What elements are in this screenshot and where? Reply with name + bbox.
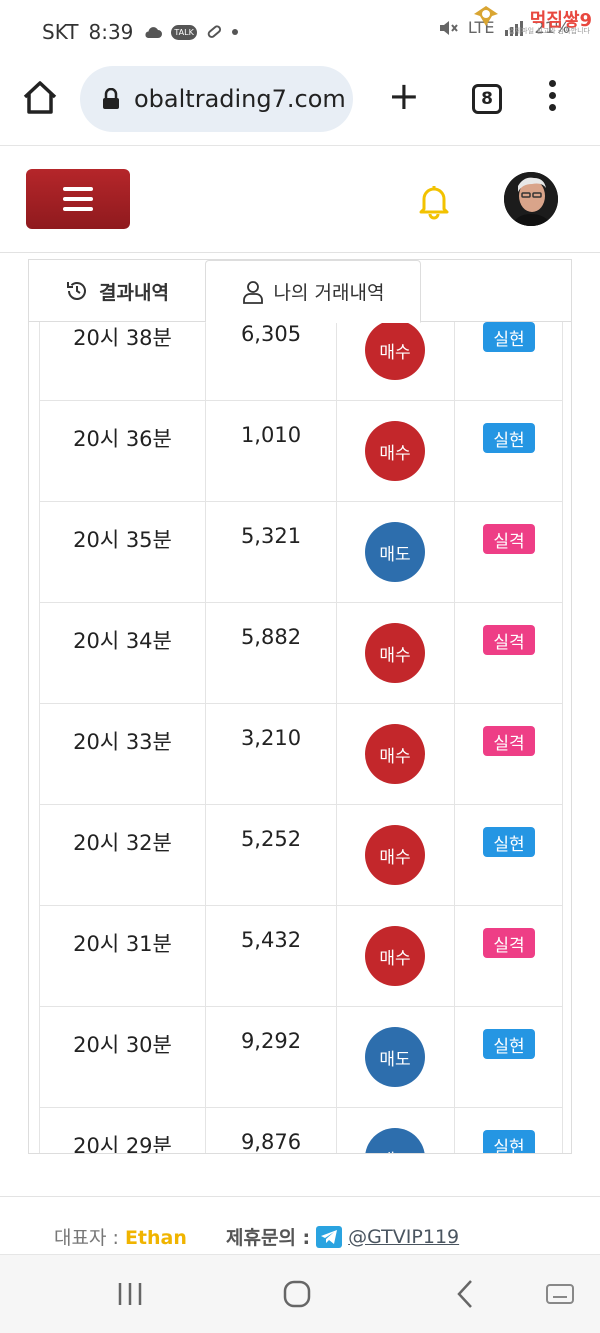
notification-icons: TALK bbox=[143, 23, 238, 41]
trade-type-badge: 매수 bbox=[365, 322, 425, 380]
trade-time: 20시 29분 bbox=[73, 1134, 172, 1154]
back-icon[interactable] bbox=[454, 1277, 476, 1311]
trade-time: 20시 38분 bbox=[73, 326, 172, 350]
pill-icon bbox=[207, 25, 221, 38]
new-tab-icon[interactable]: + bbox=[388, 74, 420, 118]
table-row: 20시 31분 5,432 매수 실격 bbox=[39, 906, 563, 1007]
trade-type-badge: 매수 bbox=[365, 421, 425, 481]
lock-icon bbox=[103, 88, 119, 109]
trade-type-badge: 매수 bbox=[365, 724, 425, 784]
hamburger-menu-button[interactable] bbox=[26, 169, 130, 229]
trade-time: 20시 34분 bbox=[73, 629, 172, 653]
cloud-icon bbox=[145, 27, 163, 38]
trade-time: 20시 36분 bbox=[73, 427, 172, 451]
trade-history-card: 결과내역 나의 거래내역 20시 38분 6,305 매수 실현 20시 36분… bbox=[28, 259, 572, 1154]
browser-toolbar: obaltrading7.com + 8 bbox=[0, 62, 600, 146]
dot-icon bbox=[231, 29, 238, 35]
trade-price: 5,321 bbox=[240, 524, 302, 548]
trade-time: 20시 30분 bbox=[73, 1033, 172, 1057]
mute-icon bbox=[439, 20, 458, 35]
trade-price: 9,876 bbox=[240, 1130, 302, 1154]
table-row: 20시 38분 6,305 매수 실현 bbox=[39, 322, 563, 401]
address-bar[interactable]: obaltrading7.com bbox=[80, 66, 353, 132]
watermark-emblem-icon bbox=[474, 6, 498, 26]
signal-icon bbox=[505, 20, 524, 36]
trade-price: 5,882 bbox=[240, 625, 302, 649]
result-badge: 실격 bbox=[483, 928, 535, 958]
table-row: 20시 30분 9,292 매도 실현 bbox=[39, 1007, 563, 1108]
result-badge: 실격 bbox=[483, 726, 535, 756]
trade-type-badge: 매수 bbox=[365, 623, 425, 683]
battery-label: 21% bbox=[534, 18, 570, 37]
talk-icon: TALK bbox=[171, 24, 197, 40]
tab-results[interactable]: 결과내역 bbox=[29, 260, 205, 322]
telegram-icon bbox=[316, 1225, 343, 1248]
user-icon bbox=[242, 280, 263, 304]
trade-type-badge: 매도 bbox=[365, 1027, 425, 1087]
status-left: SKT 8:39 TALK bbox=[42, 20, 239, 44]
trade-time: 20시 32분 bbox=[73, 831, 172, 855]
result-badge: 실격 bbox=[483, 625, 535, 655]
table-row: 20시 29분 9,876 매도 실현 bbox=[39, 1108, 563, 1154]
tab-my-trades-label: 나의 거래내역 bbox=[273, 282, 385, 304]
home-nav-icon[interactable] bbox=[282, 1277, 312, 1311]
trade-type-badge: 매수 bbox=[365, 825, 425, 885]
partnership-contact: 제휴문의 : @GTVIP119 bbox=[226, 1223, 459, 1250]
trade-price: 3,210 bbox=[240, 726, 302, 750]
watermark-logo: 먹짐쌓9 업체파일 신고와 감사합니다 bbox=[468, 2, 598, 42]
trade-price: 6,305 bbox=[240, 322, 302, 346]
representative-info: 대표자 : Ethan bbox=[54, 1223, 187, 1250]
table-row: 20시 36분 1,010 매수 실현 bbox=[39, 401, 563, 502]
result-badge: 실현 bbox=[483, 827, 535, 857]
representative-name: Ethan bbox=[124, 1227, 187, 1249]
site-header bbox=[0, 147, 600, 253]
keyboard-toggle-icon[interactable] bbox=[544, 1277, 576, 1311]
trade-price: 5,432 bbox=[240, 928, 302, 952]
table-row: 20시 33분 3,210 매수 실격 bbox=[39, 704, 563, 805]
result-badge: 실격 bbox=[483, 524, 535, 554]
table-row: 20시 32분 5,252 매수 실현 bbox=[39, 805, 563, 906]
tab-results-label: 결과내역 bbox=[99, 281, 169, 304]
clock: 8:39 bbox=[88, 20, 134, 44]
result-badge: 실현 bbox=[483, 322, 535, 352]
trade-time: 20시 31분 bbox=[73, 932, 172, 956]
system-navigation-bar bbox=[0, 1254, 600, 1333]
carrier-label: SKT bbox=[42, 20, 79, 44]
recent-apps-icon[interactable] bbox=[116, 1277, 144, 1311]
telegram-handle-link[interactable]: @GTVIP119 bbox=[348, 1225, 460, 1248]
home-icon[interactable] bbox=[20, 78, 60, 118]
trade-price: 9,292 bbox=[240, 1029, 302, 1053]
table-row: 20시 35분 5,321 매도 실격 bbox=[39, 502, 563, 603]
tab-bar: 결과내역 나의 거래내역 bbox=[29, 260, 571, 323]
history-icon bbox=[67, 282, 87, 300]
trade-type-badge: 매도 bbox=[365, 522, 425, 582]
result-badge: 실현 bbox=[483, 1130, 535, 1153]
contact-label: 제휴문의 : bbox=[226, 1227, 311, 1249]
overflow-menu-icon[interactable] bbox=[546, 80, 558, 120]
site-footer: 대표자 : Ethan 제휴문의 : @GTVIP119 bbox=[0, 1196, 600, 1254]
watermark-subtitle: 업체파일 신고와 감사합니다 bbox=[508, 27, 590, 35]
trade-type-badge: 매도 bbox=[365, 1128, 425, 1153]
status-bar: SKT 8:39 TALK LTE 21% 먹짐쌓9 업체파일 신고와 감사합니… bbox=[0, 0, 600, 62]
user-photo-icon bbox=[504, 172, 558, 226]
table-row: 20시 34분 5,882 매수 실격 bbox=[39, 603, 563, 704]
trade-price: 5,252 bbox=[240, 827, 302, 851]
trade-time: 20시 35분 bbox=[73, 528, 172, 552]
trade-price: 1,010 bbox=[240, 423, 302, 447]
tab-my-trades[interactable]: 나의 거래내역 bbox=[205, 260, 421, 323]
representative-label: 대표자 : bbox=[54, 1227, 119, 1249]
bell-icon[interactable] bbox=[414, 181, 454, 221]
result-badge: 실현 bbox=[483, 1029, 535, 1059]
trade-table[interactable]: 20시 38분 6,305 매수 실현 20시 36분 1,010 매수 실현 … bbox=[39, 322, 563, 1154]
tab-switcher-button[interactable]: 8 bbox=[472, 84, 502, 114]
trade-time: 20시 33분 bbox=[73, 730, 172, 754]
watermark-title: 먹짐쌓9 bbox=[529, 10, 592, 31]
avatar[interactable] bbox=[504, 172, 558, 226]
trade-type-badge: 매수 bbox=[365, 926, 425, 986]
url-text: obaltrading7.com bbox=[134, 85, 346, 113]
result-badge: 실현 bbox=[483, 423, 535, 453]
